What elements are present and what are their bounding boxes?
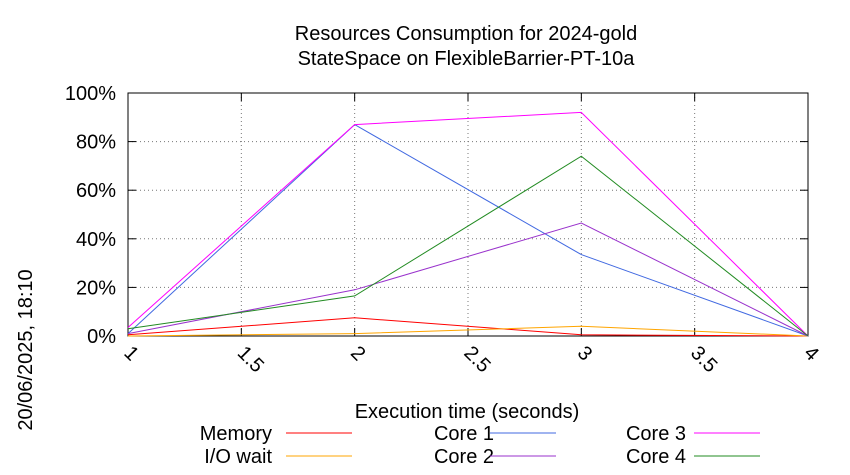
series-line-core-2 <box>127 222 809 337</box>
legend-label-i-o-wait: I/O wait <box>204 446 272 468</box>
legend-label-core-1: Core 1 <box>434 423 494 445</box>
series-line-core-4 <box>127 155 809 337</box>
series-line-memory <box>127 317 809 337</box>
legend-label-memory: Memory <box>200 423 272 445</box>
series-line-core-1 <box>127 123 809 337</box>
x-tick-label: 3 <box>573 342 596 365</box>
legend-label-core-4: Core 4 <box>626 446 686 468</box>
y-tick-label: 20% <box>76 277 116 299</box>
series-line-core-3 <box>127 111 809 337</box>
chart-title: Resources Consumption for 2024-gold <box>295 23 637 45</box>
grid <box>128 93 808 336</box>
series-lines <box>127 111 809 337</box>
x-tick-label: 3.5 <box>686 342 721 377</box>
x-tick-label: 4 <box>799 342 822 365</box>
y-tick-label: 80% <box>76 132 116 154</box>
y-tick-label: 40% <box>76 229 116 251</box>
x-tick-label: 1 <box>119 342 142 365</box>
legend-label-core-2: Core 2 <box>434 446 494 468</box>
y-tick-label: 100% <box>65 83 116 105</box>
x-axis-label: Execution time (seconds) <box>355 401 580 423</box>
x-tick-label: 2.5 <box>459 342 494 377</box>
y-tick-label: 0% <box>87 326 116 348</box>
legend-label-core-3: Core 3 <box>626 423 686 445</box>
y-tick-label: 60% <box>76 180 116 202</box>
axes: 0% 20% 40% 60% 80% 100% 1 1.5 2 2.5 3 3.5 4 <box>65 83 823 377</box>
chart-subtitle: StateSpace on FlexibleBarrier-PT-10a <box>298 48 636 70</box>
x-tick-label: 1.5 <box>233 342 268 377</box>
series-line-i-o-wait <box>127 325 809 337</box>
x-tick-label: 2 <box>346 342 369 365</box>
timestamp-label: 20/06/2025, 18:10 <box>15 269 37 430</box>
